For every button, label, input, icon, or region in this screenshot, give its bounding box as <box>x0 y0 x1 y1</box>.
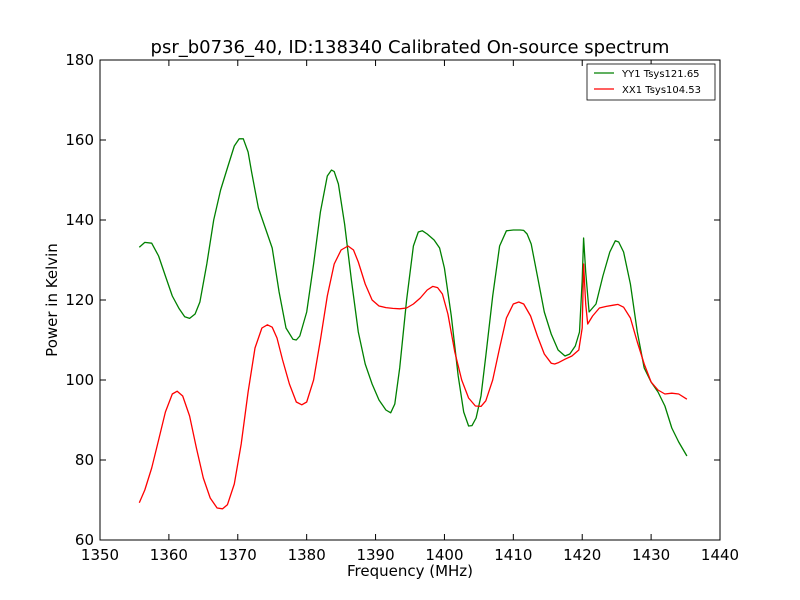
plot-area: 1350 1360 1370 1380 1390 1400 1410 1420 1430 1440… <box>65 51 739 564</box>
x-axis-label: Frequency (MHz) <box>347 562 473 580</box>
x-tick-label: 1390 <box>356 546 394 564</box>
series-line-1 <box>138 245 688 510</box>
legend-box <box>586 63 716 101</box>
series-line-0 <box>138 138 688 457</box>
x-tick-label: 1420 <box>563 546 601 564</box>
chart-title: psr_b0736_40, ID:138340 Calibrated On-so… <box>151 37 670 58</box>
y-tick-label: 140 <box>65 211 94 229</box>
x-tick-label: 1380 <box>288 546 326 564</box>
x-tick-label: 1440 <box>701 546 739 564</box>
y-tick-label: 80 <box>75 451 94 469</box>
y-tick-label: 180 <box>65 51 94 69</box>
y-tick-label: 100 <box>65 371 94 389</box>
legend-label-yy1: YY1 Tsys121.65 <box>621 69 700 80</box>
x-tick-label: 1410 <box>494 546 532 564</box>
y-axis-label: Power in Kelvin <box>43 243 61 357</box>
x-tick-label: 1430 <box>632 546 670 564</box>
y-tick-label: 160 <box>65 131 94 149</box>
ticks-group: 1350 1360 1370 1380 1390 1400 1410 1420 1430 1440… <box>65 51 739 564</box>
series-group <box>138 138 688 510</box>
y-tick-label: 60 <box>75 531 94 549</box>
x-tick-label: 1350 <box>81 546 119 564</box>
legend-label-xx1: XX1 Tsys104.53 <box>622 85 701 96</box>
x-tick-label: 1370 <box>219 546 257 564</box>
x-tick-label: 1360 <box>150 546 188 564</box>
y-tick-label: 120 <box>65 291 94 309</box>
legend: YY1 Tsys121.65 XX1 Tsys104.53 <box>586 63 716 101</box>
x-tick-label: 1400 <box>425 546 463 564</box>
